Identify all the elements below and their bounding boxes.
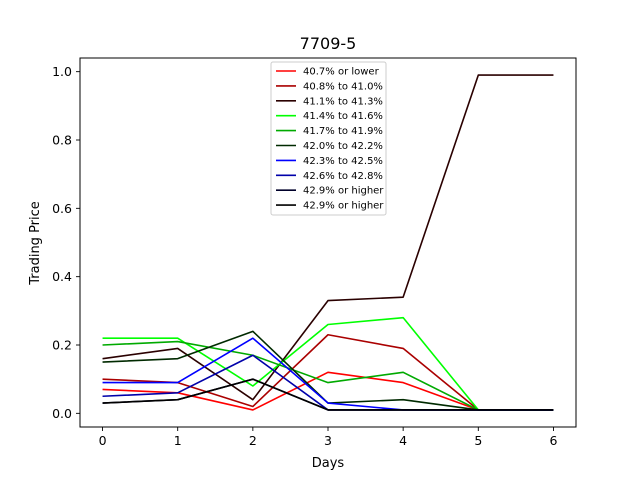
legend-label: 42.0% to 42.2% bbox=[303, 141, 383, 152]
series-layer bbox=[102, 74, 554, 411]
y-tick-label: 0.2 bbox=[52, 338, 72, 353]
legend-label: 40.7% or lower bbox=[303, 67, 380, 78]
x-tick-label: 6 bbox=[549, 433, 557, 448]
x-axis-label: Days bbox=[312, 456, 345, 471]
plot-frame bbox=[79, 57, 577, 428]
x-tick-label: 3 bbox=[324, 433, 332, 448]
y-tick-label: 1.0 bbox=[52, 64, 72, 79]
y-tick-label: 0.6 bbox=[52, 201, 72, 216]
legend-label: 42.3% to 42.5% bbox=[303, 156, 383, 167]
legend-label: 42.9% or higher bbox=[303, 201, 384, 212]
series-line-3 bbox=[102, 74, 554, 401]
y-axis-label: Trading Price bbox=[28, 201, 43, 286]
legend-label: 41.4% to 41.6% bbox=[303, 111, 383, 122]
legend-label: 42.6% to 42.8% bbox=[303, 171, 383, 182]
legend-box bbox=[270, 61, 387, 216]
series-line-10 bbox=[102, 378, 554, 411]
x-tick-label: 2 bbox=[249, 433, 257, 448]
y-tick-label: 0.8 bbox=[52, 133, 72, 148]
chart-title: 7709-5 bbox=[300, 34, 357, 53]
x-tick-label: 1 bbox=[174, 433, 182, 448]
legend: 40.7% or lower 40.8% to 41.0% 41.1% to 41.… bbox=[270, 61, 387, 216]
ticks-layer: 0 1 2 3 4 5 6 0.0 0.2 0.4 0.6 0.8 1.0 bbox=[52, 64, 557, 448]
x-tick-label: 0 bbox=[99, 433, 107, 448]
legend-label: 42.9% or higher bbox=[303, 186, 384, 197]
x-tick-label: 4 bbox=[399, 433, 407, 448]
legend-label: 40.8% to 41.0% bbox=[303, 81, 383, 92]
legend-label: 41.7% to 41.9% bbox=[303, 126, 383, 137]
x-tick-label: 5 bbox=[474, 433, 482, 448]
y-tick-label: 0.0 bbox=[52, 406, 72, 421]
y-tick-label: 0.4 bbox=[52, 269, 72, 284]
legend-label: 41.1% to 41.3% bbox=[303, 96, 383, 107]
